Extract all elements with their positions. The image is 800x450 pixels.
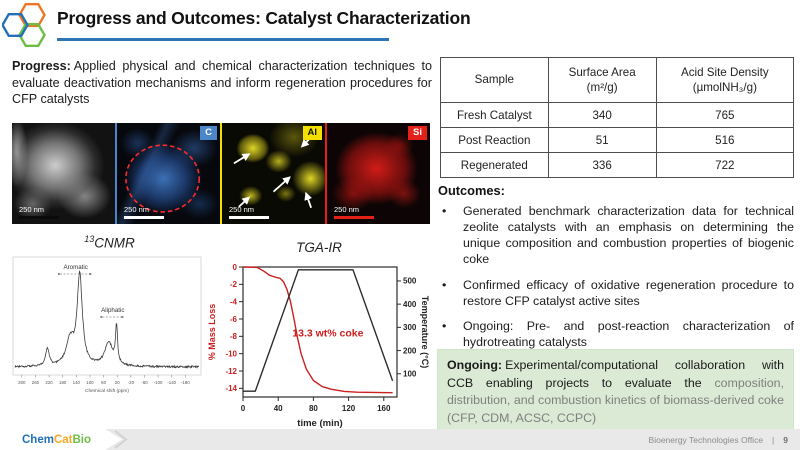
- table-header-row: Sample Surface Area (m²/g) Acid Site Densi…: [440, 57, 795, 103]
- svg-text:400: 400: [403, 300, 417, 309]
- chevron-right-icon: [114, 430, 128, 449]
- svg-text:-12: -12: [225, 367, 237, 376]
- table-header-cell: Surface Area (m²/g): [547, 57, 657, 103]
- table-row: Fresh Catalyst 340 765: [440, 102, 795, 128]
- table-header-cell: Sample: [440, 57, 549, 103]
- svg-text:-60: -60: [141, 380, 148, 385]
- svg-text:0: 0: [241, 404, 246, 413]
- svg-text:60: 60: [101, 380, 106, 385]
- ongoing-callout: Ongoing: Experimental/computational colla…: [437, 349, 794, 436]
- svg-text:Aromatic: Aromatic: [63, 264, 87, 271]
- svg-text:220: 220: [45, 380, 53, 385]
- progress-label: Progress:: [12, 59, 71, 73]
- scale-bar: 250 nm: [124, 205, 164, 219]
- footer-separator: |: [772, 434, 775, 445]
- outcome-bullet: Confirmed efficacy of oxidative regenera…: [438, 277, 794, 309]
- element-label-carbon: C: [200, 126, 217, 141]
- table-row: Post Reaction 51 516: [440, 127, 795, 153]
- svg-text:300: 300: [403, 323, 417, 332]
- micrograph-eds-aluminum: Al 250 nm: [220, 123, 325, 224]
- table-header-cell: Acid Site Density (µmolNH₃/g): [655, 57, 795, 103]
- svg-text:-4: -4: [230, 297, 238, 306]
- svg-text:40: 40: [274, 404, 283, 413]
- micrograph-eds-carbon: C 250 nm: [115, 123, 220, 224]
- footer-meta: Bioenergy Technologies Office | 9: [649, 429, 788, 450]
- tga-chart: TGA-IR 0 40 80 120 160 0 -2 -4 -6 -8 -10 -12 -14 100 2…: [205, 240, 433, 436]
- scale-bar: 250 nm: [334, 205, 374, 219]
- svg-text:20: 20: [115, 380, 120, 385]
- tga-plot: 0 40 80 120 160 0 -2 -4 -6 -8 -10 -12 -14 100 200 300 40…: [207, 263, 430, 429]
- svg-text:-180: -180: [181, 380, 190, 385]
- progress-text: Progress: Applied physical and chemical c…: [12, 59, 432, 107]
- svg-text:time (min): time (min): [297, 418, 342, 429]
- dashed-circle-annotation: [125, 144, 200, 213]
- micrograph-tem: 250 nm: [12, 123, 115, 224]
- arrow-annotations: [233, 136, 312, 209]
- svg-text:260: 260: [32, 380, 40, 385]
- table-cell: 765: [655, 102, 795, 128]
- footer-office: Bioenergy Technologies Office: [648, 434, 764, 445]
- svg-text:140: 140: [73, 380, 81, 385]
- svg-text:80: 80: [309, 404, 318, 413]
- scale-bar: 250 nm: [19, 205, 59, 219]
- table-cell: Regenerated: [440, 152, 549, 178]
- svg-text:500: 500: [403, 277, 417, 286]
- cnmr-title: 13CNMR: [84, 234, 135, 251]
- table-cell: Post Reaction: [440, 127, 549, 153]
- table-cell: 336: [547, 152, 657, 178]
- svg-text:Aliphatic: Aliphatic: [101, 307, 124, 314]
- svg-text:-6: -6: [230, 315, 238, 324]
- element-label-aluminum: Al: [302, 126, 322, 141]
- micrograph-strip: 250 nm C 250 nm: [12, 123, 430, 224]
- svg-text:-100: -100: [154, 380, 163, 385]
- svg-text:-14: -14: [225, 384, 237, 393]
- outcomes-heading: Outcomes:: [438, 183, 505, 198]
- chemcatbio-logo: Chem Cat Bio: [0, 429, 122, 450]
- outcomes-section: Outcomes: Generated benchmark characteri…: [438, 183, 794, 359]
- micrograph-eds-silicon: Si 250 nm: [325, 123, 430, 224]
- scale-bar: 250 nm: [229, 205, 269, 219]
- svg-text:0: 0: [233, 263, 238, 272]
- page-title: Progress and Outcomes: Catalyst Characte…: [57, 8, 471, 28]
- svg-text:% Mass Loss: % Mass Loss: [207, 304, 217, 361]
- svg-text:100: 100: [86, 380, 94, 385]
- title-underline: [57, 38, 389, 41]
- table-cell: 340: [547, 102, 657, 128]
- svg-text:160: 160: [377, 404, 391, 413]
- svg-text:Chemical shift (ppm): Chemical shift (ppm): [85, 388, 129, 394]
- svg-text:300: 300: [18, 380, 26, 385]
- svg-text:120: 120: [342, 404, 356, 413]
- svg-text:-140: -140: [167, 380, 176, 385]
- svg-text:200: 200: [403, 346, 417, 355]
- svg-text:Temperature (°C): Temperature (°C): [420, 296, 430, 368]
- outcome-bullet: Ongoing: Pre- and post-reaction characte…: [438, 318, 794, 350]
- tga-title: TGA-IR: [296, 240, 342, 255]
- svg-text:-10: -10: [225, 349, 237, 358]
- svg-text:13.3 wt% coke: 13.3 wt% coke: [292, 327, 363, 339]
- table-cell: 516: [655, 127, 795, 153]
- table-cell: Fresh Catalyst: [440, 102, 549, 128]
- svg-text:-8: -8: [230, 332, 238, 341]
- footer-bar: Chem Cat Bio Bioenergy Technologies Office…: [0, 429, 800, 450]
- cnmr-plot: 300 260 220 180 140 100 60 20 -20 -60 -100 -140 -180…: [12, 256, 202, 394]
- element-label-silicon: Si: [408, 126, 427, 141]
- table-cell: 722: [655, 152, 795, 178]
- cnmr-chart: 13CNMR 300 260 220 180 140 100 60 20 -20 -60 -100-…: [12, 234, 207, 402]
- table-cell: 51: [547, 127, 657, 153]
- ongoing-label: Ongoing:: [447, 358, 503, 372]
- page-number: 9: [783, 434, 788, 445]
- table-row: Regenerated 336 722: [440, 152, 795, 178]
- results-table: Sample Surface Area (m²/g) Acid Site Densi…: [440, 57, 795, 178]
- svg-text:180: 180: [59, 380, 67, 385]
- svg-text:100: 100: [403, 370, 417, 379]
- outcomes-list: Generated benchmark characterization dat…: [438, 203, 794, 350]
- hexagon-logo-icon: [1, 2, 50, 53]
- outcome-bullet: Generated benchmark characterization dat…: [438, 203, 794, 268]
- svg-text:-2: -2: [230, 280, 238, 289]
- svg-text:-20: -20: [128, 380, 135, 385]
